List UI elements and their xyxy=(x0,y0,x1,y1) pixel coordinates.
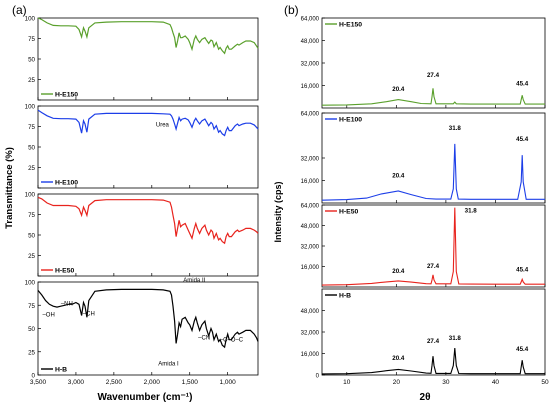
ftir-series-line-H-E100 xyxy=(37,109,259,137)
ftir-y-tick-label: 25 xyxy=(28,349,35,356)
xrd-legend-label: H-B xyxy=(339,293,351,300)
ftir-y-tick-label: 75 xyxy=(28,212,35,219)
ftir-legend-label: H-E100 xyxy=(55,180,78,187)
ftir-y-tick-label: 25 xyxy=(28,77,35,84)
ftir-legend-label: H-B xyxy=(55,367,67,374)
xrd-peak-label: 31.8 xyxy=(449,125,462,132)
xrd-series-line-H-E150 xyxy=(321,88,545,106)
ftir-y-tick-label: 50 xyxy=(28,326,35,333)
ftir-panel-frame xyxy=(37,17,259,101)
ftir-annotation: –CH xyxy=(83,311,95,317)
ftir-annotation: Amida I xyxy=(158,362,179,368)
ftir-x-tick-label: 2,500 xyxy=(106,379,123,386)
ftir-y-tick-label: 25 xyxy=(28,253,35,260)
ftir-y-tick-label: 100 xyxy=(25,104,36,111)
xrd-peak-label: 27.4 xyxy=(427,338,440,345)
xrd-panel-frame xyxy=(321,112,546,204)
ftir-x-tick-label: 1,500 xyxy=(182,379,199,386)
ftir-panel-frame xyxy=(37,281,259,376)
panel-a-label: (a) xyxy=(12,3,27,17)
xrd-y-tick-label: 32,000 xyxy=(301,62,320,68)
ftir-y-tick-label: 75 xyxy=(28,36,35,43)
xrd-y-tick-label: 48,000 xyxy=(301,309,320,315)
xrd-ylabel: Intensity (cps) xyxy=(273,181,283,242)
xrd-x-tick-label: 50 xyxy=(541,379,549,386)
xrd-legend-label: H-E100 xyxy=(339,117,362,124)
ftir-y-tick-label: 50 xyxy=(28,145,35,152)
ftir-annotation: –OH xyxy=(42,312,54,318)
xrd-x-tick-label: 20 xyxy=(393,379,401,386)
xrd-legend-label: H-E50 xyxy=(339,209,358,216)
xrd-y-tick-label: 64,000 xyxy=(301,17,320,23)
ftir-annotation: –C–O–C xyxy=(220,338,244,344)
ftir-annotation: Urea xyxy=(156,123,170,129)
xrd-peak-label: 20.4 xyxy=(392,268,405,275)
xrd-peak-label: 20.4 xyxy=(392,86,405,93)
xrd-xlabel: 2θ xyxy=(420,392,431,403)
ftir-y-tick-label: 75 xyxy=(28,124,35,131)
ftir-y-tick-label: 100 xyxy=(25,16,36,23)
xrd-peak-label: 20.4 xyxy=(392,355,405,362)
xrd-x-tick-label: 30 xyxy=(442,379,450,386)
ftir-y-tick-label: 100 xyxy=(25,280,36,287)
xrd-peak-label: 45.4 xyxy=(516,267,529,274)
xrd-series-line-H-E100 xyxy=(321,143,545,201)
ftir-y-tick-label: 75 xyxy=(28,303,35,310)
xrd-peak-label: 45.4 xyxy=(516,81,529,88)
panel-b-label: (b) xyxy=(284,3,299,17)
xrd-y-tick-label: 32,000 xyxy=(301,157,320,163)
xrd-y-tick-label: 48,000 xyxy=(301,39,320,45)
ftir-xlabel: Wavenumber (cm⁻¹) xyxy=(98,392,193,403)
ftir-x-tick-label: 3,000 xyxy=(68,379,85,386)
xrd-peak-label: 31.8 xyxy=(465,208,478,215)
ftir-y-tick-label: 25 xyxy=(28,165,35,172)
ftir-chart: 25 50 75 100 H-E150 25 50 75 100 H-E100 Urea 25 50 75… xyxy=(25,16,259,386)
xrd-peak-label: 27.4 xyxy=(427,72,440,79)
xrd-y-tick-label: 16,000 xyxy=(301,179,320,185)
xrd-y-tick-label: 16,000 xyxy=(301,265,320,271)
xrd-series-line-H-E50 xyxy=(321,207,545,286)
ftir-annotation: –CN xyxy=(198,336,210,342)
xrd-legend-label: H-E150 xyxy=(339,22,362,29)
ftir-annotation: –NH xyxy=(61,301,73,307)
ftir-legend-label: H-E50 xyxy=(55,268,74,275)
xrd-peak-label: 27.4 xyxy=(427,263,440,270)
xrd-peak-label: 31.8 xyxy=(449,335,462,342)
xrd-x-tick-label: 40 xyxy=(492,379,500,386)
ftir-y-tick-label: 0 xyxy=(32,373,36,380)
xrd-x-tick-label: 10 xyxy=(343,379,351,386)
ftir-x-tick-label: 3,500 xyxy=(30,379,47,386)
ftir-y-tick-label: 50 xyxy=(28,233,35,240)
ftir-y-tick-label: 50 xyxy=(28,57,35,64)
xrd-y-tick-label: 0 xyxy=(316,374,320,380)
ftir-x-tick-label: 2,000 xyxy=(144,379,161,386)
xrd-y-tick-label: 64,000 xyxy=(301,112,320,118)
ftir-y-tick-label: 100 xyxy=(25,192,36,199)
xrd-y-tick-label: 32,000 xyxy=(301,245,320,251)
ftir-ylabel: Transmittance (%) xyxy=(4,147,15,229)
ftir-series-line-H-B xyxy=(37,288,259,349)
ftir-annotation: Amida II xyxy=(183,278,205,284)
xrd-y-tick-label: 48,000 xyxy=(301,224,320,230)
xrd-chart: 16,000 32,000 48,000 64,000 H-E150 20.4 27.4 45… xyxy=(301,17,549,387)
ftir-x-tick-label: 1,000 xyxy=(220,379,237,386)
xrd-y-tick-label: 32,000 xyxy=(301,331,320,337)
ftir-series-line-H-E150 xyxy=(37,17,259,55)
xrd-y-tick-label: 16,000 xyxy=(301,352,320,358)
xrd-peak-label: 45.4 xyxy=(516,136,529,143)
xrd-series-line-H-B xyxy=(321,348,545,375)
xrd-peak-label: 45.4 xyxy=(516,346,529,353)
xrd-y-tick-label: 64,000 xyxy=(301,204,320,210)
xrd-peak-label: 20.4 xyxy=(392,173,405,180)
ftir-series-line-H-E50 xyxy=(37,196,259,245)
xrd-y-tick-label: 16,000 xyxy=(301,84,320,90)
ftir-legend-label: H-E150 xyxy=(55,92,78,99)
